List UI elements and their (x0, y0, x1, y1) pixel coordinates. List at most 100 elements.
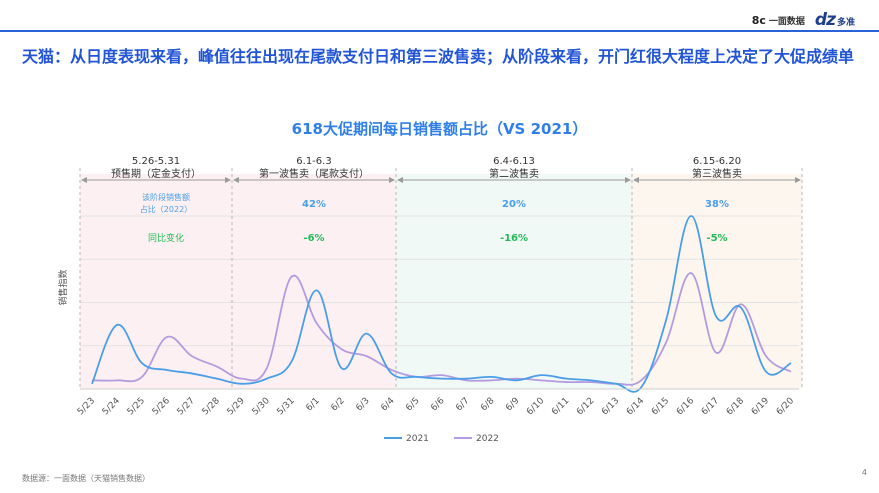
x-tick-label-5-25: 5/25 (126, 396, 147, 417)
series-line-2021 (91, 215, 792, 393)
phase-bracket-right-arrow-1 (225, 177, 231, 183)
x-tick-label-5-23: 5/23 (76, 396, 97, 417)
data-source-note: 数据源：一面数据（天猫销售数据） (22, 474, 150, 483)
share-row-label-line-2: 占比（2022） (140, 204, 192, 214)
share-row-label-line-1: 该阶段销售额 (142, 192, 190, 202)
x-tick-label-6-8: 6/8 (479, 396, 497, 414)
x-tick-label-6-15: 6/15 (650, 396, 671, 417)
x-tick-label-5-24: 5/24 (101, 396, 123, 418)
x-tick-label-6-7: 6/7 (454, 396, 471, 413)
x-tick-label-6-14: 6/14 (625, 396, 647, 418)
x-tick-label-6-9: 6/9 (504, 396, 522, 414)
x-tick-label-6-19: 6/19 (750, 396, 772, 418)
x-tick-label-5-26: 5/26 (151, 396, 173, 418)
data-point-2021-6-8 (491, 376, 493, 378)
data-point-2021-5-24 (116, 324, 118, 326)
data-point-2021-6-13 (615, 383, 617, 385)
data-point-2022-6-8 (491, 380, 493, 382)
phase-background-2 (396, 174, 632, 389)
data-point-2022-5-25 (141, 376, 143, 378)
data-point-2021-5-23 (91, 383, 93, 385)
data-point-2021-6-10 (541, 374, 543, 376)
x-tick-label-6-17: 6/17 (700, 396, 721, 417)
data-point-2021-6-5 (416, 376, 418, 378)
duozhun-logo-mark: dz (814, 10, 836, 30)
data-point-2021-6-16 (690, 215, 692, 217)
data-point-2021-5-31 (291, 361, 293, 363)
phase-range-3: 6.4-6.13 (493, 156, 535, 167)
data-point-2022-5-31 (291, 276, 293, 278)
data-point-2021-6-3 (366, 333, 368, 335)
data-point-2021-6-6 (441, 378, 443, 380)
data-point-2022-6-20 (790, 371, 792, 373)
data-point-2021-5-27 (191, 373, 193, 375)
duozhun-logo-text: 多准 (836, 18, 855, 28)
phase-name-4: 第三波售卖 (692, 167, 742, 180)
yimian-logo-text: 一面数据 (768, 16, 805, 27)
header-rule (0, 30, 879, 32)
data-point-2021-6-17 (715, 316, 717, 318)
yoy-row-label: 同比变化 (148, 232, 184, 244)
data-point-2022-6-14 (640, 380, 642, 382)
phase-name-1: 预售期（定金支付） (111, 167, 201, 180)
x-tick-label-5-29: 5/29 (226, 396, 248, 418)
x-tick-label-6-5: 6/5 (404, 396, 421, 413)
data-point-2022-6-4 (391, 369, 393, 371)
data-point-2021-6-20 (790, 362, 792, 364)
data-point-2022-6-6 (441, 374, 443, 376)
x-tick-label-6-10: 6/10 (525, 396, 547, 418)
data-point-2022-6-11 (566, 381, 568, 383)
x-tick-label-6-2: 6/2 (329, 396, 346, 413)
data-point-2022-6-12 (590, 381, 592, 383)
data-point-2021-6-15 (665, 319, 667, 321)
phase-bracket-left-arrow-4 (633, 177, 639, 183)
data-point-2022-6-7 (466, 380, 468, 382)
data-point-2022-5-26 (166, 336, 168, 338)
phase-range-4: 6.15-6.20 (693, 156, 741, 167)
x-tick-label-5-31: 5/31 (275, 396, 296, 417)
y-axis-label: 销售指数 (57, 269, 69, 305)
data-point-2022-6-19 (765, 355, 767, 357)
data-point-2021-6-19 (765, 371, 767, 373)
data-point-2022-5-29 (241, 378, 243, 380)
yimian-logo-mark: 8c (751, 13, 766, 27)
data-point-2022-6-3 (366, 355, 368, 357)
x-tick-label-6-20: 6/20 (775, 396, 797, 418)
data-point-2022-5-30 (266, 367, 268, 369)
brand-logos: 8c 一面数据 dz 多准 (752, 10, 855, 30)
legend-label-2022: 2022 (476, 434, 499, 444)
data-point-2022-6-18 (740, 303, 742, 305)
x-tick-label-6-4: 6/4 (379, 396, 397, 414)
phase-bracket-left-arrow-3 (397, 177, 403, 183)
phase-yoy-3: -16% (500, 233, 528, 244)
data-point-2022-5-24 (116, 380, 118, 382)
x-tick-label-6-12: 6/12 (575, 396, 596, 417)
x-tick-label-6-11: 6/11 (550, 396, 571, 417)
data-point-2022-6-16 (690, 272, 692, 274)
data-point-2021-6-18 (740, 307, 742, 309)
duozhun-logo: dz 多准 (815, 10, 855, 30)
phase-bracket-right-arrow-3 (625, 177, 631, 183)
phase-bracket-right-arrow-2 (389, 177, 395, 183)
phase-bracket-left-arrow-2 (233, 177, 239, 183)
phase-bracket-right-arrow-4 (795, 177, 801, 183)
data-point-2021-5-30 (266, 378, 268, 380)
phase-name-3: 第二波售卖 (489, 167, 539, 180)
phase-range-1: 5.26-5.31 (132, 156, 180, 167)
data-point-2022-6-10 (541, 380, 543, 382)
page-headline: 天猫：从日度表现来看，峰值往往出现在尾款支付日和第三波售卖；从阶段来看，开门红很… (22, 47, 855, 66)
data-point-2022-5-27 (191, 355, 193, 357)
data-point-2022-6-9 (516, 378, 518, 380)
phase-share-2: 42% (302, 199, 326, 210)
data-point-2022-5-28 (216, 366, 218, 368)
phase-share-3: 20% (502, 199, 526, 210)
phase-range-2: 6.1-6.3 (296, 156, 331, 167)
data-point-2021-6-7 (466, 378, 468, 380)
x-tick-label-5-30: 5/30 (251, 396, 273, 418)
x-tick-label-6-13: 6/13 (600, 396, 621, 417)
data-point-2022-6-1 (316, 322, 318, 324)
x-tick-label-6-16: 6/16 (675, 396, 697, 418)
data-point-2022-6-17 (715, 352, 717, 354)
data-point-2021-5-28 (216, 378, 218, 380)
